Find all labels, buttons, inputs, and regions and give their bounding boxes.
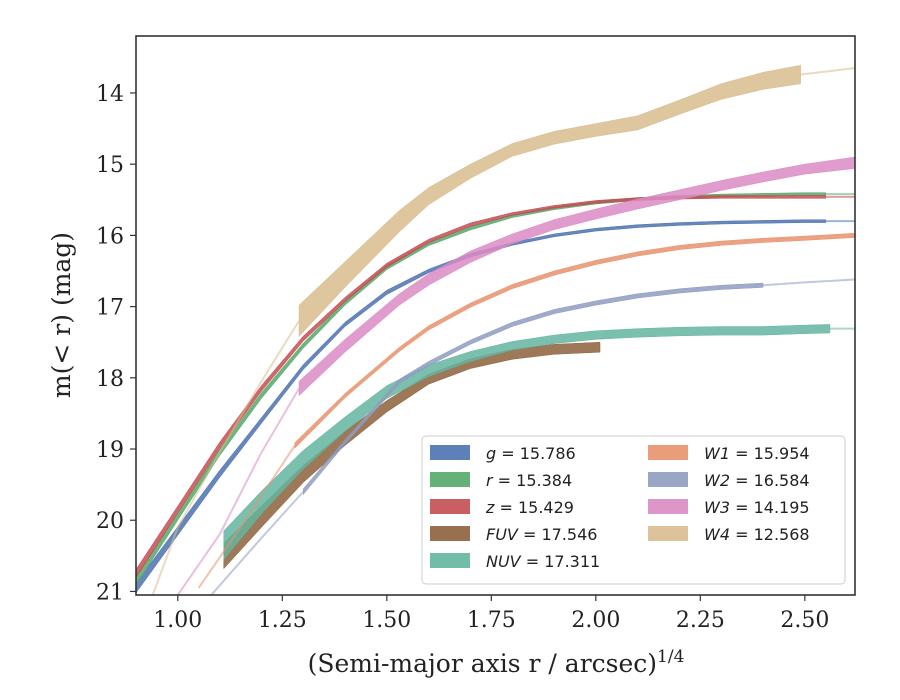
legend-box bbox=[421, 435, 846, 585]
model-line-w3 bbox=[176, 387, 300, 595]
model-line-w2 bbox=[762, 278, 855, 287]
y-tick-label: 21 bbox=[96, 580, 124, 605]
axes-layer: 1.00 1.25 1.50 1.75 2.00 2.25 2.50 14 15 16 17 18 19… bbox=[96, 82, 829, 633]
profile-band-w4 bbox=[298, 64, 801, 338]
y-tick-label: 17 bbox=[96, 296, 124, 321]
y-tick-label: 15 bbox=[96, 153, 124, 178]
model-line-w1 bbox=[197, 444, 296, 589]
legend-label-fuv: FUV = 17.546 bbox=[486, 525, 597, 544]
legend-swatch-w4 bbox=[648, 526, 688, 541]
legend-swatch-w1 bbox=[648, 445, 688, 460]
y-tick-label: 18 bbox=[96, 367, 124, 392]
profile-band-nuv bbox=[223, 324, 831, 561]
legend-swatch-r bbox=[430, 472, 470, 487]
legend-swatch-fuv bbox=[430, 526, 470, 541]
y-tick-label: 19 bbox=[96, 438, 124, 463]
legend-label-nuv: NUV = 17.311 bbox=[486, 552, 600, 571]
x-tick-label: 2.00 bbox=[571, 608, 620, 633]
legend-swatch-nuv bbox=[430, 553, 470, 568]
x-tick-label: 1.50 bbox=[362, 608, 411, 633]
legend: g = 15.786 r = 15.384 z = 15.429 FUV = 17.5… bbox=[421, 435, 846, 585]
profile-band-g bbox=[136, 219, 826, 594]
legend-label-r: r = 15.384 bbox=[486, 471, 572, 490]
legend-label-z: z = 15.429 bbox=[485, 498, 574, 517]
x-tick-label: 1.25 bbox=[258, 608, 307, 633]
legend-label-w3: W3 = 14.195 bbox=[704, 498, 810, 517]
profile-band-w1 bbox=[294, 233, 855, 449]
x-tick-label: 1.75 bbox=[467, 608, 516, 633]
y-tick-label: 16 bbox=[96, 224, 124, 249]
legend-label-w2: W2 = 16.584 bbox=[704, 471, 810, 490]
profile-band-w2 bbox=[302, 282, 764, 496]
legend-swatch-w2 bbox=[648, 472, 688, 487]
profile-band-fuv bbox=[223, 341, 601, 570]
profile-band-w3 bbox=[298, 156, 855, 397]
y-axis-label: m(< r) (mag) bbox=[47, 232, 76, 398]
plot-frame bbox=[135, 35, 856, 596]
model-line-w2 bbox=[210, 491, 304, 595]
x-tick-label: 2.25 bbox=[676, 608, 725, 633]
x-tick-label: 1.00 bbox=[153, 608, 202, 633]
legend-swatch-z bbox=[430, 499, 470, 514]
series-layer bbox=[136, 64, 855, 595]
model-line-w4 bbox=[151, 320, 300, 595]
legend-label-w1: W1 = 15.954 bbox=[704, 444, 810, 463]
y-tick-label: 20 bbox=[96, 509, 124, 534]
profile-band-z bbox=[136, 195, 826, 579]
legend-label-w4: W4 = 12.568 bbox=[704, 525, 810, 544]
legend-swatch-g bbox=[430, 445, 470, 460]
x-tick-label: 2.50 bbox=[780, 608, 829, 633]
y-tick-label: 14 bbox=[96, 82, 124, 107]
x-axis-label: (Semi-major axis r / arcsec)1/4 bbox=[308, 647, 685, 678]
legend-swatch-w3 bbox=[648, 499, 688, 514]
legend-label-g: g = 15.786 bbox=[486, 444, 576, 463]
model-line-w4 bbox=[800, 67, 855, 76]
